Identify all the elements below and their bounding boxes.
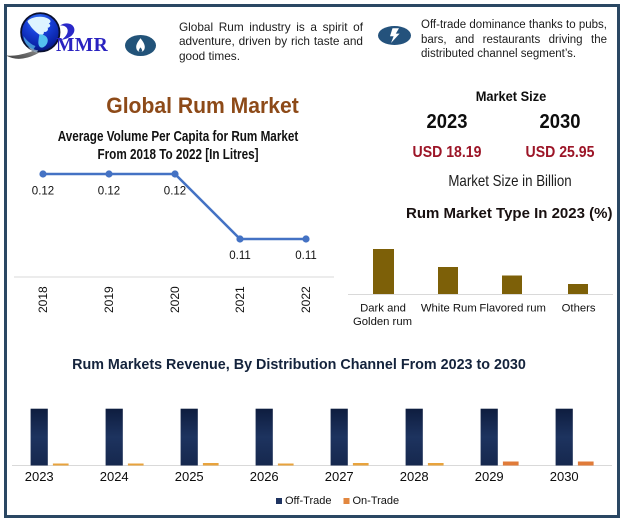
svg-text:On-Trade: On-Trade (353, 495, 400, 507)
svg-text:2026: 2026 (250, 469, 279, 484)
svg-text:2023: 2023 (25, 469, 54, 484)
svg-text:2029: 2029 (475, 469, 504, 484)
svg-text:White Rum: White Rum (421, 303, 477, 315)
svg-text:0.12: 0.12 (32, 186, 54, 198)
svg-text:0.12: 0.12 (164, 186, 186, 198)
svg-text:2020: 2020 (168, 286, 182, 313)
svg-text:2021: 2021 (233, 286, 247, 313)
svg-text:2025: 2025 (175, 469, 204, 484)
svg-text:2028: 2028 (400, 469, 429, 484)
svg-text:2024: 2024 (100, 469, 129, 484)
svg-text:Off-Trade: Off-Trade (285, 495, 331, 507)
svg-text:Dark and: Dark and (360, 303, 406, 315)
svg-text:Flavored rum: Flavored rum (479, 303, 546, 315)
svg-text:0.11: 0.11 (295, 250, 317, 262)
svg-text:Golden rum: Golden rum (353, 316, 412, 328)
svg-text:0.11: 0.11 (229, 250, 251, 262)
svg-text:2018: 2018 (36, 286, 50, 313)
svg-text:2030: 2030 (550, 469, 579, 484)
svg-text:MMR: MMR (56, 35, 109, 56)
svg-text:Others: Others (562, 303, 596, 315)
svg-text:2027: 2027 (325, 469, 354, 484)
svg-text:0.12: 0.12 (98, 186, 120, 198)
svg-text:2022: 2022 (299, 286, 313, 313)
svg-text:2019: 2019 (102, 286, 116, 313)
